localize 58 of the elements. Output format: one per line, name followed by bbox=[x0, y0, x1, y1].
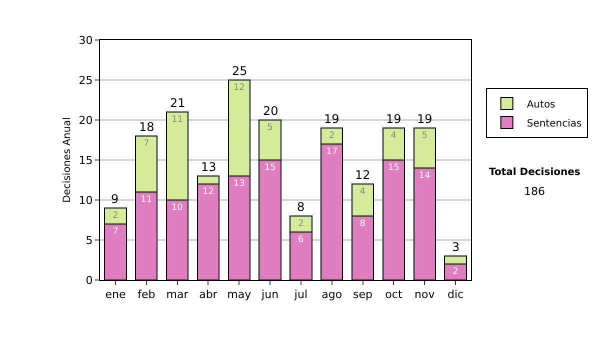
data-label: 6 bbox=[298, 235, 304, 245]
y-tick-label: 25 bbox=[78, 74, 93, 87]
data-label: 5 bbox=[422, 131, 428, 141]
x-tick-label: abr bbox=[199, 288, 218, 302]
total-label: 19 bbox=[417, 112, 432, 126]
data-label: 14 bbox=[418, 171, 430, 181]
data-label: 13 bbox=[233, 179, 245, 189]
y-tick-label: 0 bbox=[86, 274, 93, 287]
total-label: 12 bbox=[355, 168, 370, 182]
data-label: 12 bbox=[233, 83, 245, 93]
text: Total Decisiones bbox=[489, 167, 580, 178]
data-label: 7 bbox=[112, 227, 118, 237]
data-label: 4 bbox=[360, 187, 366, 197]
data-label: 2 bbox=[112, 211, 118, 221]
text: 186 bbox=[524, 185, 545, 198]
data-label: 11 bbox=[172, 115, 184, 125]
y-tick-label: 20 bbox=[78, 114, 93, 127]
y-axis-title: Decisiones Anual bbox=[62, 117, 73, 203]
total-label: 8 bbox=[297, 200, 305, 214]
data-label: 5 bbox=[267, 123, 273, 133]
data-label: 12 bbox=[202, 187, 214, 197]
x-tick-label: jun bbox=[260, 288, 279, 302]
data-label: 7 bbox=[144, 139, 150, 149]
y-tick-label: 10 bbox=[78, 194, 93, 207]
x-tick-label: nov bbox=[414, 288, 436, 302]
total-label: 20 bbox=[263, 104, 278, 118]
total-label: 21 bbox=[170, 96, 186, 110]
data-label: 11 bbox=[140, 195, 152, 205]
total-label: 25 bbox=[232, 64, 248, 78]
legend-label: Sentencias bbox=[526, 118, 582, 130]
data-label: 2 bbox=[452, 267, 458, 277]
data-label: 10 bbox=[171, 203, 184, 213]
data-label: 15 bbox=[264, 163, 276, 173]
total-label: 18 bbox=[139, 120, 154, 134]
y-tick-label: 15 bbox=[78, 154, 93, 167]
x-tick-label: sep bbox=[353, 288, 373, 302]
x-tick-label: dic bbox=[447, 288, 464, 302]
legend-label: Autos bbox=[526, 99, 556, 110]
x-tick-label: ene bbox=[105, 288, 126, 302]
data-label: 15 bbox=[388, 163, 400, 173]
x-tick-label: feb bbox=[138, 288, 156, 302]
total-label: 3 bbox=[452, 240, 460, 254]
data-label: 2 bbox=[329, 131, 335, 141]
data-label: 2 bbox=[298, 219, 304, 229]
x-tick-label: may bbox=[227, 288, 252, 302]
y-tick-label: 5 bbox=[86, 234, 93, 247]
total-label: 19 bbox=[324, 112, 340, 126]
x-tick-label: jul bbox=[293, 288, 308, 302]
y-tick-label: 30 bbox=[78, 34, 93, 47]
x-tick-label: oct bbox=[385, 288, 403, 302]
x-tick-label: ago bbox=[322, 288, 342, 302]
x-tick-label: mar bbox=[166, 288, 189, 302]
total-label: 9 bbox=[111, 192, 119, 206]
total-label: 19 bbox=[386, 112, 402, 126]
data-label: 8 bbox=[360, 219, 366, 229]
data-label: 17 bbox=[326, 147, 338, 157]
data-label: 4 bbox=[390, 131, 397, 141]
total-label: 13 bbox=[201, 160, 216, 174]
